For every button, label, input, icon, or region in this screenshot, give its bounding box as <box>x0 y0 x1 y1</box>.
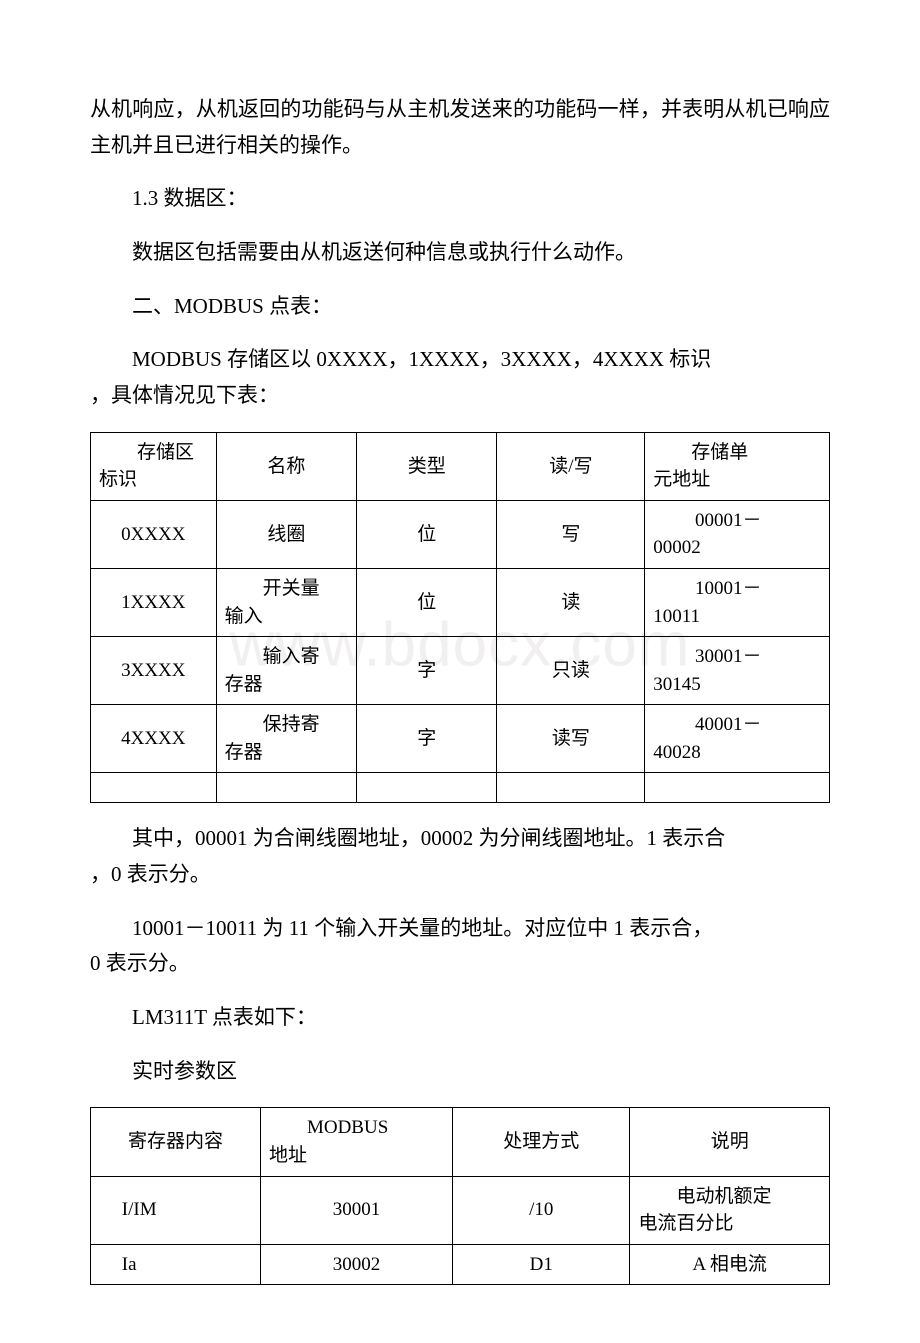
table-row: I/IM 30001 /10 电动机额定 电流百分比 <box>91 1176 830 1244</box>
table-row: Ia 30002 D1 A 相电流 <box>91 1244 830 1285</box>
cell-type: 字 <box>357 705 497 773</box>
page-content: 从机响应，从机返回的功能码与从主机发送来的功能码一样，并表明从机已响应主机并且已… <box>90 92 830 1285</box>
cell-rw: 读 <box>497 569 645 637</box>
cell-name: 开关量 输入 <box>216 569 356 637</box>
cell-name: 保持寄 存器 <box>216 705 356 773</box>
cell-name: 线圈 <box>216 500 356 568</box>
col-header-name: 名称 <box>216 432 356 500</box>
col-header-rw: 读/写 <box>497 432 645 500</box>
cell-proc: D1 <box>453 1244 630 1285</box>
paragraph-1: 从机响应，从机返回的功能码与从主机发送来的功能码一样，并表明从机已响应主机并且已… <box>90 92 830 163</box>
cell-desc: A 相电流 <box>630 1244 830 1285</box>
table-header-row: 寄存器内容 MODBUS 地址 处理方式 说明 <box>91 1108 830 1176</box>
table-row: 0XXXX 线圈 位 写 00001－ 00002 <box>91 500 830 568</box>
col-header-desc: 说明 <box>630 1108 830 1176</box>
col-header-process: 处理方式 <box>453 1108 630 1176</box>
paragraph-6b: ，0 表示分。 <box>90 857 830 893</box>
point-table: 寄存器内容 MODBUS 地址 处理方式 说明 I/IM 30001 /10 电… <box>90 1107 830 1285</box>
paragraph-4: 二、MODBUS 点表： <box>90 289 830 325</box>
cell-rw: 读写 <box>497 705 645 773</box>
cell-type: 位 <box>357 500 497 568</box>
paragraph-8: LM311T 点表如下： <box>90 1000 830 1036</box>
col-header-register: 寄存器内容 <box>91 1108 261 1176</box>
paragraph-5a: MODBUS 存储区以 0XXXX，1XXXX，3XXXX，4XXXX 标识 <box>90 342 830 378</box>
storage-area-table: 存储区 标识 名称 类型 读/写 存储单 元地址 0XXXX 线圈 位 写 00… <box>90 432 830 803</box>
cell-id: 3XXXX <box>91 637 217 705</box>
cell-addr: 40001－ 40028 <box>645 705 830 773</box>
cell-addr: 30001 <box>260 1176 452 1244</box>
paragraph-2: 1.3 数据区： <box>90 181 830 217</box>
cell-proc: /10 <box>453 1176 630 1244</box>
cell-id: 0XXXX <box>91 500 217 568</box>
cell-name: 输入寄 存器 <box>216 637 356 705</box>
col-header-storage-id: 存储区 标识 <box>91 432 217 500</box>
cell-rw: 写 <box>497 500 645 568</box>
col-header-type: 类型 <box>357 432 497 500</box>
cell-desc: 电动机额定 电流百分比 <box>630 1176 830 1244</box>
table-header-row: 存储区 标识 名称 类型 读/写 存储单 元地址 <box>91 432 830 500</box>
paragraph-5b: ，具体情况见下表： <box>90 378 830 414</box>
table-row: 3XXXX 输入寄 存器 字 只读 30001－ 30145 <box>91 637 830 705</box>
cell-type: 字 <box>357 637 497 705</box>
paragraph-9: 实时参数区 <box>90 1054 830 1090</box>
cell-addr: 00001－ 00002 <box>645 500 830 568</box>
paragraph-3: 数据区包括需要由从机返送何种信息或执行什么动作。 <box>90 235 830 271</box>
table-row: 4XXXX 保持寄 存器 字 读写 40001－ 40028 <box>91 705 830 773</box>
col-header-addr: 存储单 元地址 <box>645 432 830 500</box>
cell-addr: 30001－ 30145 <box>645 637 830 705</box>
table-empty-row <box>91 773 830 803</box>
cell-id: 1XXXX <box>91 569 217 637</box>
paragraph-7b: 0 表示分。 <box>90 946 830 982</box>
cell-type: 位 <box>357 569 497 637</box>
cell-reg: I/IM <box>91 1176 261 1244</box>
paragraph-6a: 其中，00001 为合闸线圈地址，00002 为分闸线圈地址。1 表示合 <box>90 821 830 857</box>
cell-addr: 10001－ 10011 <box>645 569 830 637</box>
table-row: 1XXXX 开关量 输入 位 读 10001－ 10011 <box>91 569 830 637</box>
paragraph-7a: 10001－10011 为 11 个输入开关量的地址。对应位中 1 表示合， <box>90 911 830 947</box>
cell-id: 4XXXX <box>91 705 217 773</box>
cell-rw: 只读 <box>497 637 645 705</box>
cell-reg: Ia <box>91 1244 261 1285</box>
cell-addr: 30002 <box>260 1244 452 1285</box>
col-header-modbus-addr: MODBUS 地址 <box>260 1108 452 1176</box>
